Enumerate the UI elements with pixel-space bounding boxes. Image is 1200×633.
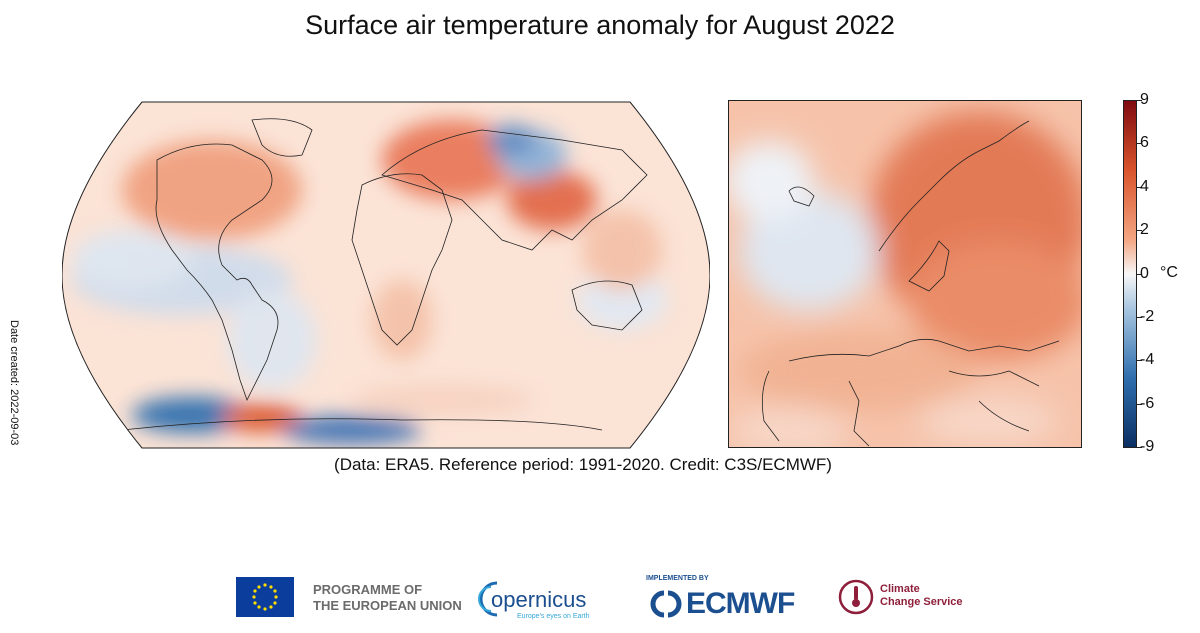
colorbar-tick-label: -6: [1140, 394, 1155, 412]
c3s-line1: Climate: [880, 583, 920, 595]
colorbar: [1123, 100, 1137, 448]
colorbar-tick-label: -4: [1140, 351, 1155, 369]
colorbar-tick-label: 9: [1140, 91, 1149, 108]
colorbar-tick: [1137, 186, 1142, 188]
thermometer-icon: [838, 579, 874, 615]
colorbar-tick: [1137, 273, 1142, 275]
c3s-logo: Climate Change Service: [838, 573, 978, 623]
copernicus-tagline: Europe's eyes on Earth: [517, 613, 590, 620]
colorbar-tick: [1137, 360, 1142, 362]
copernicus-logo: opernicus Europe's eyes on Earth: [477, 573, 597, 623]
c3s-line2: Change Service: [880, 596, 963, 608]
logo-strip: PROGRAMME OF THE EUROPEAN UNION opernicu…: [0, 565, 1200, 630]
copernicus-wordmark: opernicus: [491, 587, 587, 612]
implemented-by-label: IMPLEMENTED BY: [646, 575, 709, 582]
eu-flag-logo: [236, 577, 294, 617]
colorbar-tick: [1137, 316, 1142, 318]
colorbar-tick-label: 2: [1140, 221, 1149, 239]
colorbar-tick: [1137, 403, 1142, 405]
eu-programme-text: PROGRAMME OF THE EUROPEAN UNION: [313, 582, 462, 613]
colorbar-tick-label: 4: [1140, 177, 1149, 195]
colorbar-tick-label: 0: [1140, 264, 1149, 282]
colorbar-tick-label: 6: [1140, 134, 1149, 152]
europe-anomaly-map: [728, 100, 1082, 448]
ecmwf-symbol-icon: [650, 590, 682, 618]
colorbar-tick: [1137, 143, 1142, 145]
world-anomaly-map: [61, 100, 711, 450]
colorbar-unit: °C: [1160, 264, 1178, 281]
ecmwf-wordmark: ECMWF: [686, 587, 795, 620]
colorbar-tick-label: -9: [1140, 438, 1155, 455]
ecmwf-logo: IMPLEMENTED BY ECMWF: [646, 573, 816, 623]
map-title: Surface air temperature anomaly for Augu…: [305, 10, 895, 40]
colorbar-tick: [1137, 100, 1142, 101]
colorbar-tick: [1137, 230, 1142, 232]
colorbar-tick: [1137, 447, 1142, 448]
data-credit: (Data: ERA5. Reference period: 1991-2020…: [334, 455, 832, 474]
date-created-label: Date created: 2022-09-03: [8, 320, 20, 446]
colorbar-tick-label: -2: [1140, 307, 1155, 325]
